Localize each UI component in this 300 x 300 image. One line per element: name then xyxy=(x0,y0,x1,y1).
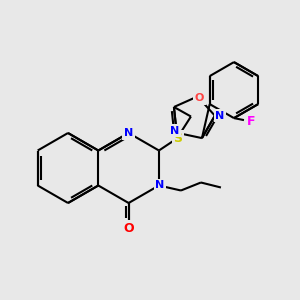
Text: N: N xyxy=(215,111,224,121)
Text: N: N xyxy=(170,126,179,136)
Text: N: N xyxy=(155,181,165,190)
Text: O: O xyxy=(195,94,204,103)
Text: F: F xyxy=(247,115,255,128)
Text: N: N xyxy=(124,128,133,138)
Text: S: S xyxy=(173,132,182,145)
Text: O: O xyxy=(123,221,134,235)
